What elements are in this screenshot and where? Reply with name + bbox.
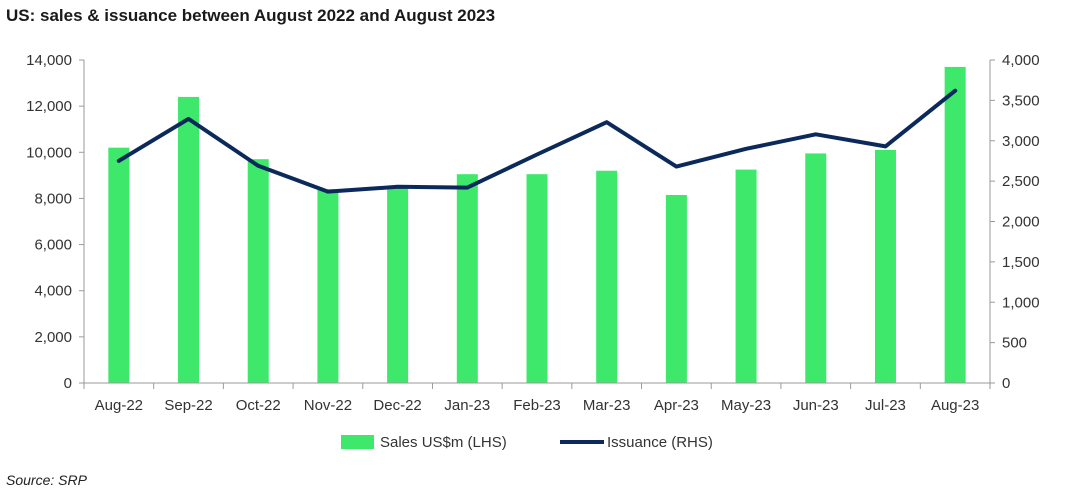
left-tick-label: 0 xyxy=(64,375,72,392)
bar xyxy=(387,186,409,383)
legend-label-issuance: Issuance (RHS) xyxy=(607,434,713,451)
x-tick-label: Aug-23 xyxy=(931,397,979,414)
x-tick-label: May-23 xyxy=(721,397,771,414)
x-tick-label: Dec-22 xyxy=(373,397,421,414)
right-tick-label: 3,000 xyxy=(1002,133,1040,150)
bar xyxy=(178,96,200,384)
left-tick-label: 2,000 xyxy=(34,329,72,346)
left-tick-label: 4,000 xyxy=(34,283,72,300)
source-note: Source: SRP xyxy=(6,472,87,488)
bar xyxy=(108,147,130,383)
x-tick-label: Jul-23 xyxy=(865,397,906,414)
bar xyxy=(944,66,966,384)
x-tick-label: Sep-22 xyxy=(164,397,212,414)
left-tick-label: 10,000 xyxy=(26,144,72,161)
left-tick-label: 12,000 xyxy=(26,98,72,115)
legend: Sales US$m (LHS) Issuance (RHS) xyxy=(341,434,713,451)
right-tick-label: 2,500 xyxy=(1002,173,1040,190)
bar xyxy=(317,189,339,383)
x-tick-label: Oct-22 xyxy=(236,397,281,414)
bar xyxy=(874,149,896,383)
left-tick-label: 14,000 xyxy=(26,52,72,69)
bar-series-group xyxy=(108,66,966,384)
x-tick-label: Mar-23 xyxy=(583,397,631,414)
x-tick-label: Nov-22 xyxy=(304,397,352,414)
x-tick-label: Feb-23 xyxy=(513,397,561,414)
chart-title: US: sales & issuance between August 2022… xyxy=(6,6,496,25)
bar xyxy=(247,159,269,383)
right-tick-label: 4,000 xyxy=(1002,52,1040,69)
bar xyxy=(805,153,827,383)
right-tick-label: 2,000 xyxy=(1002,214,1040,231)
right-tick-label: 500 xyxy=(1002,335,1027,352)
legend-label-sales: Sales US$m (LHS) xyxy=(380,434,507,451)
axes-group: 0 2,000 4,000 6,000 8,000 10,000 12,000 14,000 0… xyxy=(26,52,1039,414)
bar xyxy=(596,170,618,383)
line-series-group xyxy=(116,88,958,194)
x-tick-label: Aug-22 xyxy=(95,397,143,414)
legend-swatch-sales xyxy=(341,435,374,449)
x-tick-label: Apr-23 xyxy=(654,397,699,414)
bar xyxy=(456,174,478,383)
bar xyxy=(526,174,548,383)
right-tick-label: 1,500 xyxy=(1002,254,1040,271)
x-tick-label: Jan-23 xyxy=(444,397,490,414)
left-tick-label: 8,000 xyxy=(34,190,72,207)
x-tick-label: Jun-23 xyxy=(793,397,839,414)
bar xyxy=(735,169,757,383)
right-tick-label: 1,000 xyxy=(1002,294,1040,311)
left-tick-label: 6,000 xyxy=(34,237,72,254)
right-tick-label: 3,500 xyxy=(1002,92,1040,109)
right-tick-label: 0 xyxy=(1002,375,1010,392)
bar xyxy=(665,194,687,383)
